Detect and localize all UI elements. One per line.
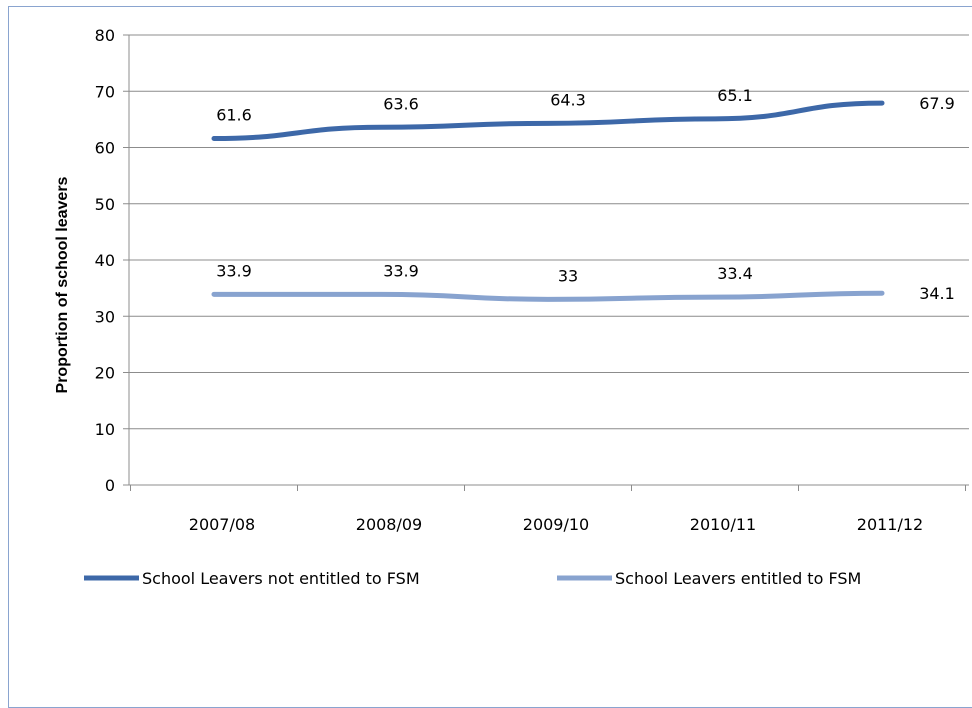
x-tick-label: 2011/12 — [857, 515, 923, 534]
legend-label: School Leavers not entitled to FSM — [142, 569, 420, 588]
data-label: 63.6 — [383, 94, 419, 113]
legend: School Leavers not entitled to FSM School… — [84, 569, 861, 588]
chart-frame: 0 10 20 30 40 50 60 70 80 2007/08 2008/09 2009/10 2… — [8, 6, 972, 708]
x-tick-label: 2009/10 — [523, 515, 589, 534]
y-tick-label: 20 — [95, 364, 115, 383]
y-tick-label: 10 — [95, 420, 115, 439]
series-lines — [211, 100, 885, 302]
x-tick-label: 2010/11 — [690, 515, 756, 534]
y-tick-label: 50 — [95, 195, 115, 214]
data-label: 61.6 — [216, 106, 252, 125]
data-label: 34.1 — [919, 284, 955, 303]
y-tick-labels: 0 10 20 30 40 50 60 70 80 — [95, 26, 129, 495]
y-axis-title: Proportion of school leavers — [54, 176, 71, 393]
data-label: 65.1 — [717, 86, 753, 105]
data-labels: 61.6 63.6 64.3 65.1 67.9 33.9 33.9 33 33.4 34.1 — [216, 86, 955, 303]
data-label: 64.3 — [550, 90, 586, 109]
y-tick-label: 80 — [95, 26, 115, 45]
x-tick-labels: 2007/08 2008/09 2009/10 2010/11 2011/12 — [130, 485, 966, 534]
data-label: 33.9 — [383, 261, 419, 280]
gridlines — [129, 34, 969, 430]
data-label: 67.9 — [919, 94, 955, 113]
series-line-1 — [211, 100, 885, 141]
x-tick-label: 2008/09 — [356, 515, 422, 534]
legend-label: School Leavers entitled to FSM — [615, 569, 861, 588]
data-label: 33.4 — [717, 264, 753, 283]
x-tick-label: 2007/08 — [189, 515, 255, 534]
y-tick-label: 60 — [95, 139, 115, 158]
y-tick-label: 30 — [95, 307, 115, 326]
y-tick-label: 40 — [95, 251, 115, 270]
data-label: 33 — [558, 266, 578, 285]
series-line-2 — [211, 290, 885, 302]
data-label: 33.9 — [216, 261, 252, 280]
y-tick-label: 0 — [105, 476, 115, 495]
y-tick-label: 70 — [95, 82, 115, 101]
